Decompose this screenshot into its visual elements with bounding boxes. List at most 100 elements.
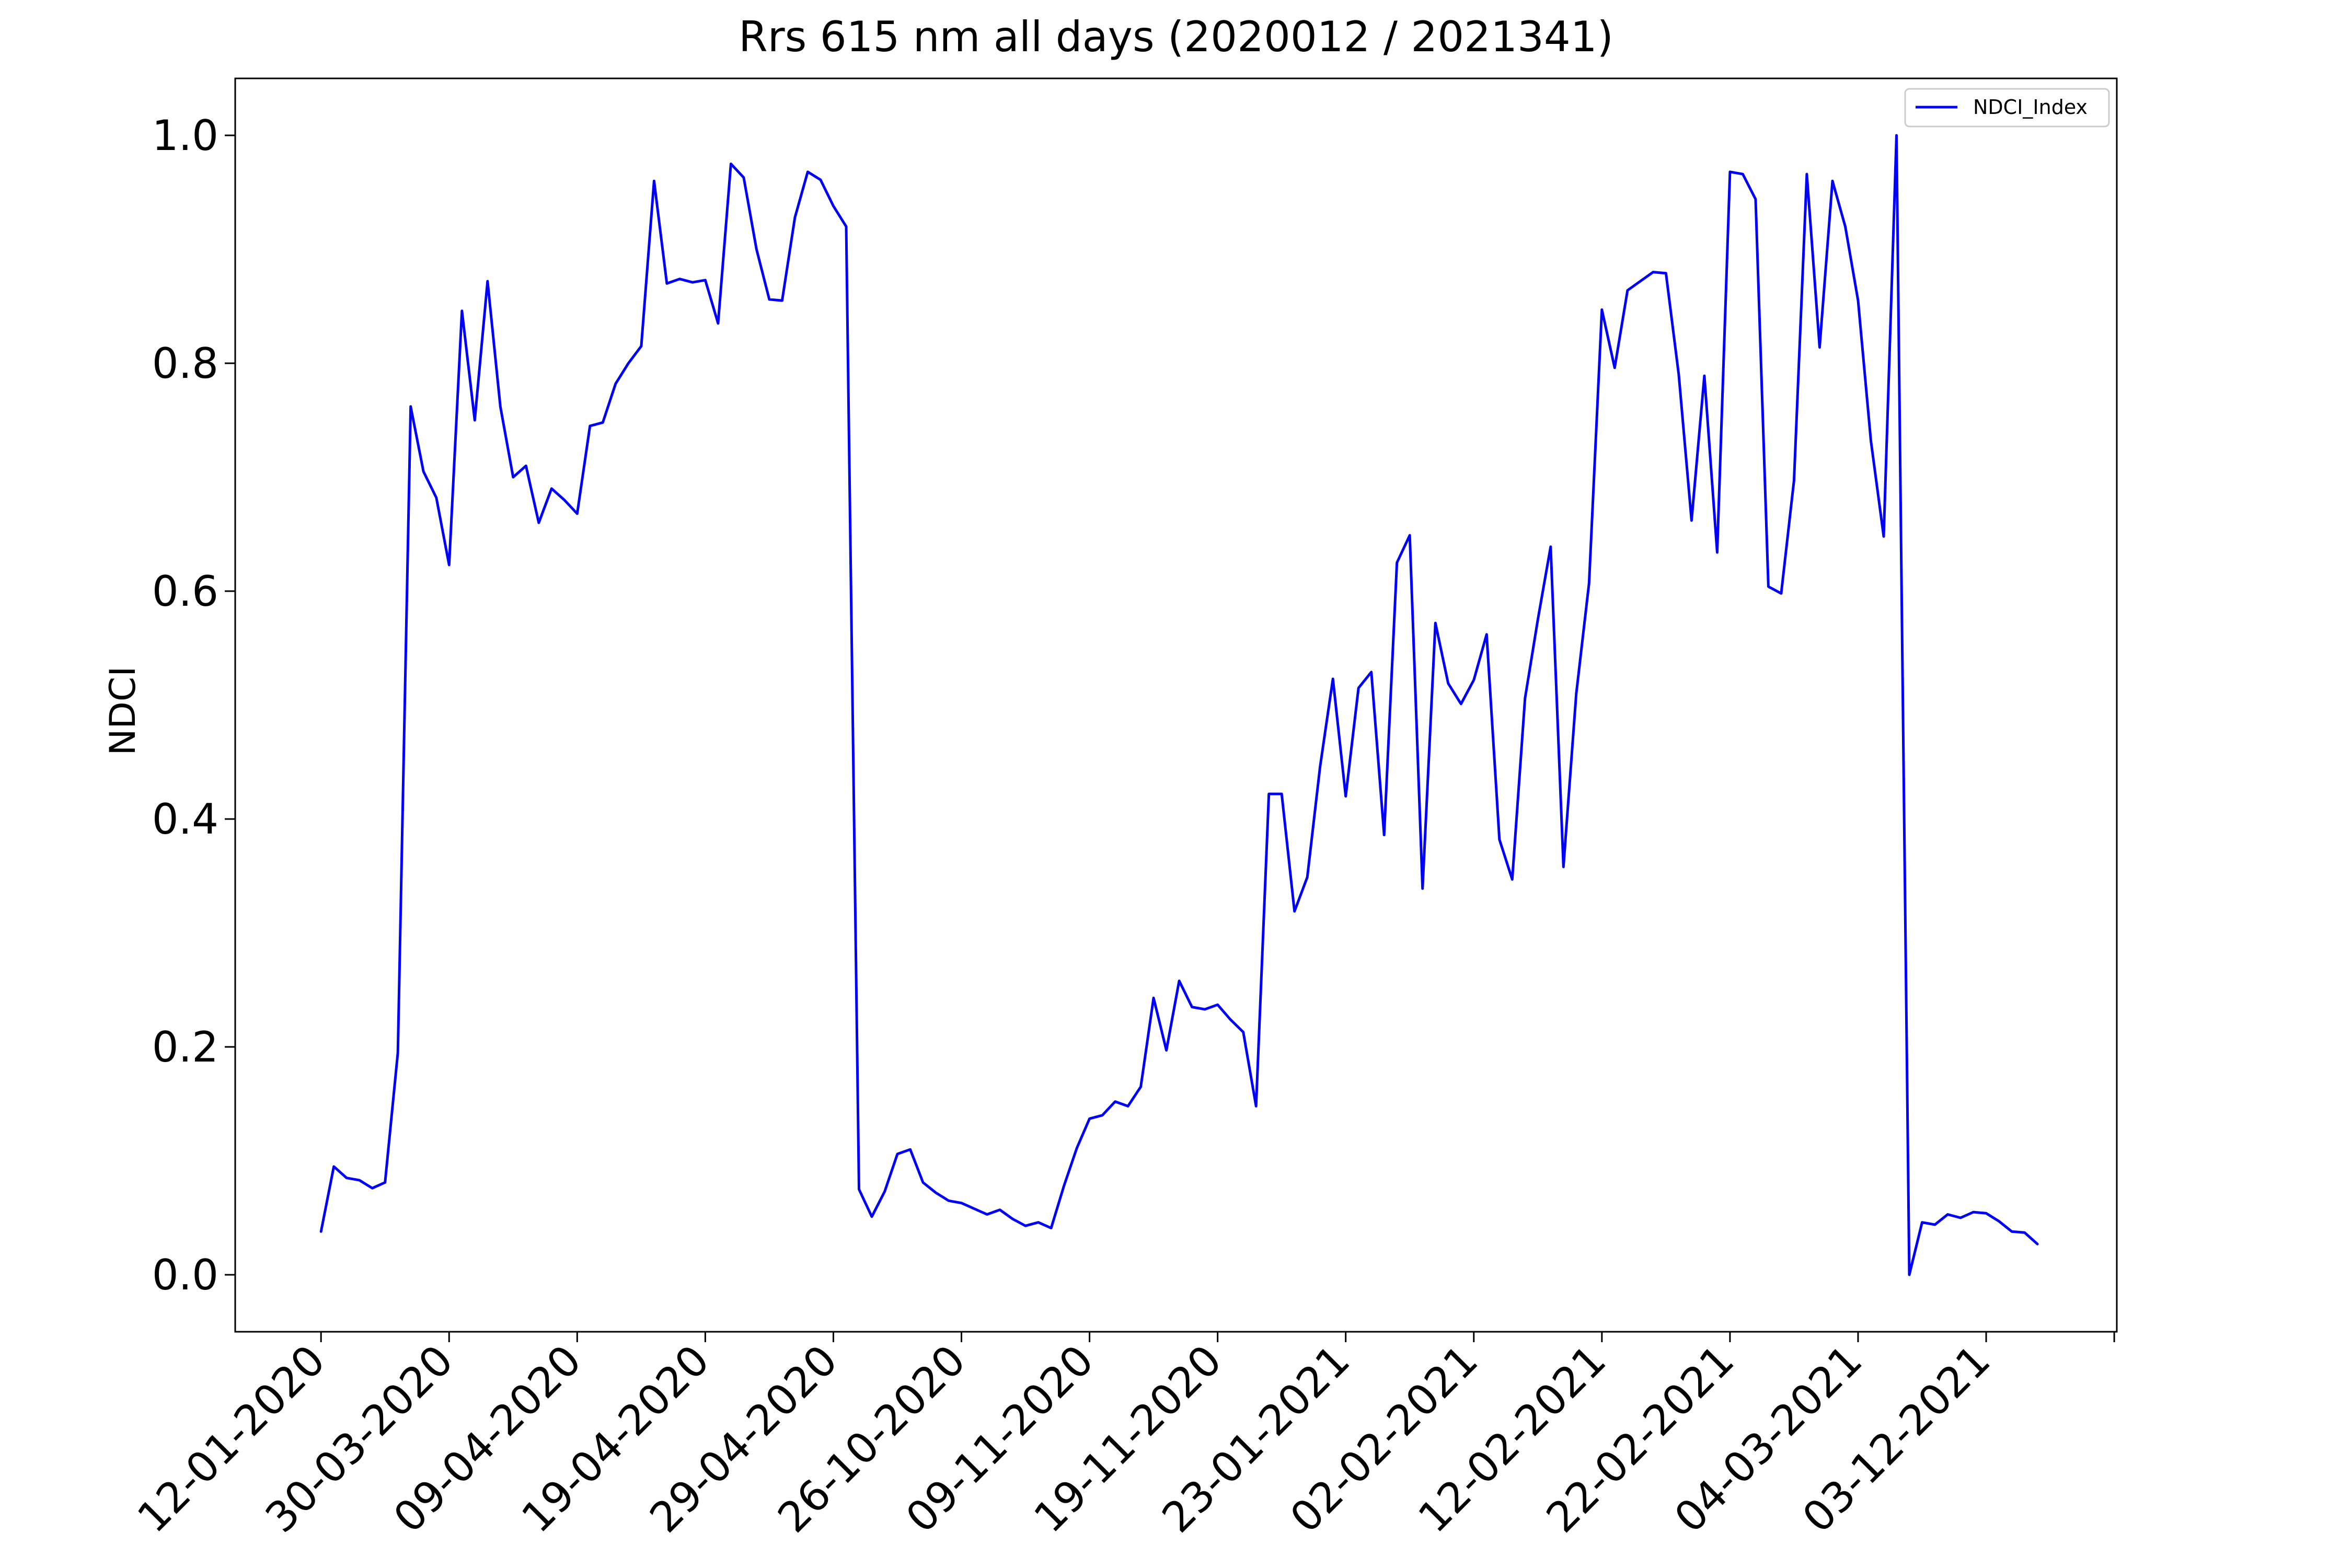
data-point [2010, 1230, 2013, 1233]
y-tick-label: 0.0 [152, 1251, 218, 1299]
data-point [1152, 996, 1155, 999]
data-point [1165, 1049, 1168, 1052]
data-point [601, 421, 604, 424]
data-point [729, 163, 732, 166]
data-point [2023, 1231, 2026, 1234]
data-point [1139, 1085, 1143, 1088]
data-point [1114, 1100, 1117, 1103]
y-axis: 0.0 0.2 0.4 0.6 0.8 1.0 [152, 111, 235, 1299]
data-point [1306, 875, 1309, 879]
data-point [371, 1186, 374, 1190]
data-point [1780, 592, 1783, 595]
data-point [1626, 289, 1629, 292]
data-point [1075, 1147, 1078, 1150]
data-point [909, 1148, 912, 1151]
data-point [1587, 582, 1590, 585]
data-point [768, 298, 771, 301]
data-point [806, 170, 809, 174]
data-point [473, 419, 476, 422]
data-point [1844, 225, 1847, 228]
data-point [973, 1207, 976, 1210]
data-point [460, 309, 464, 313]
data-point [332, 1165, 336, 1168]
data-point [1216, 1003, 1219, 1006]
data-point [896, 1152, 899, 1156]
data-point [1767, 585, 1770, 588]
data-point [845, 225, 848, 228]
data-point [486, 280, 489, 283]
data-point [704, 279, 707, 282]
data-point [678, 278, 681, 281]
data-point [1088, 1117, 1091, 1120]
data-point [1101, 1114, 1104, 1117]
data-point [563, 499, 566, 502]
data-point [1882, 535, 1885, 538]
data-point [345, 1177, 348, 1180]
data-point [755, 248, 758, 251]
data-point [1331, 677, 1334, 681]
legend-label: NDCI_Index [1973, 96, 2088, 119]
y-tick-label: 0.2 [152, 1023, 218, 1071]
data-point [665, 282, 668, 285]
data-point [575, 512, 579, 515]
plot-area [234, 77, 2118, 1333]
data-point [1396, 561, 1399, 564]
data-point [1536, 618, 1539, 621]
data-point [1024, 1224, 1027, 1227]
data-point [1511, 878, 1514, 881]
data-point [1280, 792, 1283, 795]
data-point [550, 487, 553, 490]
data-point [1933, 1223, 1936, 1226]
data-point [1178, 979, 1181, 983]
y-tick-label: 0.8 [152, 339, 218, 388]
data-point [1600, 308, 1604, 312]
data-point [921, 1181, 925, 1184]
data-point [717, 322, 720, 325]
data-point [1050, 1227, 1053, 1230]
data-point [1998, 1220, 2001, 1223]
data-point [1677, 373, 1680, 376]
data-point [512, 476, 515, 479]
data-point [1459, 702, 1462, 706]
data-point [1652, 271, 1655, 274]
data-point [1524, 697, 1527, 700]
data-point [986, 1213, 989, 1216]
data-point [2036, 1242, 2039, 1246]
data-point [947, 1199, 950, 1202]
data-point [1063, 1184, 1066, 1187]
data-point [640, 344, 643, 348]
data-point [627, 362, 630, 365]
data-point [819, 178, 822, 181]
data-point [499, 405, 502, 408]
data-point [1741, 172, 1744, 176]
data-point [396, 1051, 399, 1054]
data-point [447, 563, 451, 567]
data-point [1972, 1210, 1975, 1214]
data-point [422, 470, 425, 473]
data-point [1037, 1221, 1040, 1224]
data-point [870, 1215, 873, 1218]
data-point [1370, 671, 1373, 674]
data-point [1434, 621, 1437, 625]
data-point [1254, 1104, 1258, 1108]
chart-title: Rrs 615 nm all days (2020012 / 2021341) [739, 13, 1613, 61]
data-point [524, 464, 527, 467]
data-point [1447, 682, 1450, 685]
data-point [780, 299, 783, 302]
data-point [409, 405, 412, 408]
data-point [1728, 170, 1732, 174]
data-point [1357, 686, 1360, 689]
data-point [1754, 198, 1757, 201]
data-point [1011, 1217, 1014, 1220]
data-point [742, 176, 745, 179]
data-point [1985, 1212, 1988, 1215]
data-point [998, 1208, 1001, 1212]
data-point [1792, 479, 1795, 482]
data-point [1267, 792, 1271, 795]
data-point [1472, 678, 1475, 682]
y-axis-label: NDCI [102, 666, 144, 756]
data-point [858, 1188, 861, 1191]
data-point [1857, 299, 1860, 302]
data-point [1293, 910, 1296, 913]
data-point [1870, 439, 1873, 442]
